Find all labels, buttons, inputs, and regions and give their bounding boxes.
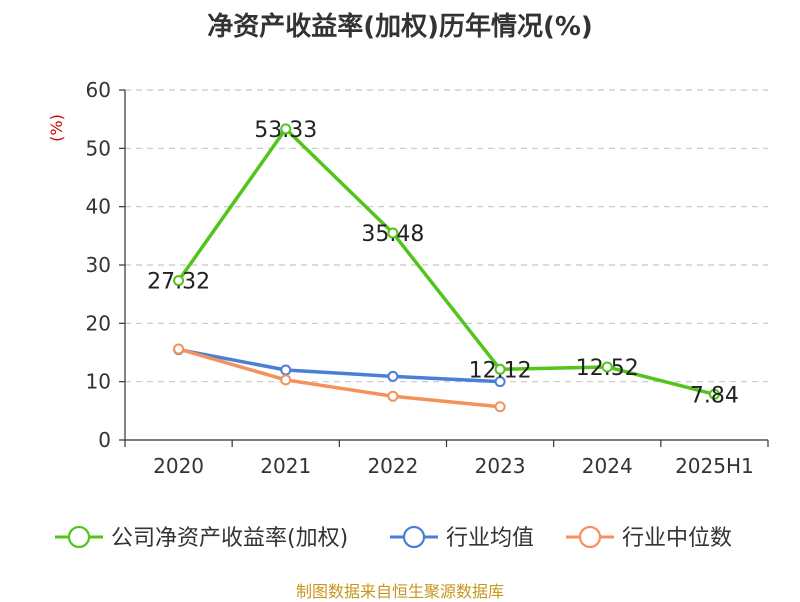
data-point — [601, 361, 613, 373]
x-tick-label: 2023 — [475, 454, 526, 478]
data-point — [280, 364, 292, 376]
y-tick-label: 0 — [98, 428, 111, 452]
data-point — [708, 388, 720, 400]
x-tick-label: 2021 — [260, 454, 311, 478]
data-point — [280, 123, 292, 135]
legend-label: 行业均值 — [446, 526, 534, 551]
series-line — [177, 127, 715, 396]
data-point — [494, 363, 506, 375]
legend-marker — [67, 525, 91, 549]
y-tick-label: 50 — [86, 136, 111, 160]
legend: 公司净资产收益率(加权) 行业均值 行业中位数 — [55, 525, 732, 551]
data-label: 12.12 — [469, 358, 532, 383]
y-tick-label: 20 — [86, 311, 111, 335]
grid-lines — [125, 89, 768, 383]
y-tick-label: 10 — [86, 370, 111, 394]
x-tick-label: 2024 — [582, 454, 633, 478]
legend-marker — [578, 525, 602, 549]
y-tick-label: 60 — [86, 78, 111, 102]
data-label: 7.84 — [690, 383, 739, 408]
legend-marker — [402, 525, 426, 549]
legend-label: 行业中位数 — [622, 526, 732, 551]
series-line — [178, 347, 501, 409]
data-point — [494, 401, 506, 413]
legend-label: 公司净资产收益率(加权) — [111, 526, 348, 551]
y-tick-label: 40 — [86, 195, 111, 219]
axes: 0 10 20 30 40 50 60 2020 2021 2022 2023 2024 2025H1 (… — [47, 78, 769, 478]
y-axis-unit-label: (%) — [47, 114, 66, 142]
data-point — [494, 376, 506, 388]
x-tick-label: 2022 — [367, 454, 418, 478]
data-label: 35.48 — [361, 222, 424, 247]
data-point — [280, 374, 292, 386]
source-note: 制图数据来自恒生聚源数据库 — [295, 582, 504, 601]
x-tick-label: 2020 — [153, 454, 204, 478]
data-point — [387, 390, 399, 402]
y-tick-label: 30 — [86, 253, 111, 277]
chart-title: 净资产收益率(加权)历年情况(%) — [207, 12, 593, 42]
data-labels: 27.32 53.33 35.48 12.12 12.52 7.84 — [147, 118, 739, 408]
data-point — [173, 343, 185, 355]
x-tick-label: 2025H1 — [675, 454, 754, 478]
data-label: 53.33 — [254, 118, 317, 143]
data-point — [387, 370, 399, 382]
data-point — [387, 227, 399, 239]
data-point — [173, 275, 185, 287]
data-label: 12.52 — [576, 356, 639, 381]
series-line — [178, 347, 501, 384]
series-lines — [173, 123, 720, 413]
data-label: 27.32 — [147, 270, 210, 295]
